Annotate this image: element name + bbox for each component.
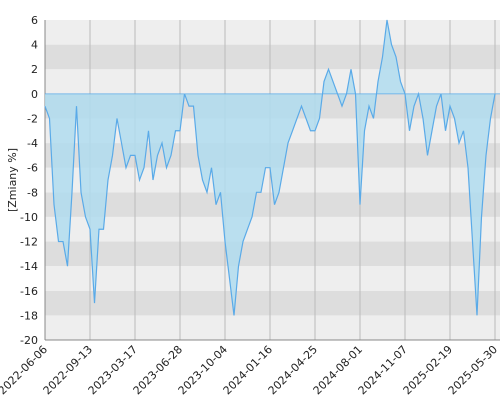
grid-band xyxy=(45,290,500,316)
line xyxy=(44,19,496,316)
grid-band xyxy=(45,44,500,70)
y-tick-label: 2 xyxy=(31,63,38,76)
grid-band xyxy=(45,241,500,267)
grid-band xyxy=(45,69,500,94)
grid-band xyxy=(45,192,500,217)
y-tick-label: -14 xyxy=(20,260,38,273)
grid-band xyxy=(45,315,500,340)
y-tick-label: -20 xyxy=(20,334,38,347)
y-tick-label: -18 xyxy=(20,309,38,322)
grid-band xyxy=(45,216,500,242)
grid-band xyxy=(45,20,500,45)
y-tick-label: -6 xyxy=(27,162,38,175)
y-tick-label: -4 xyxy=(27,137,38,150)
y-tick-label: -8 xyxy=(27,186,38,199)
grid-band xyxy=(45,266,500,291)
y-tick-label: -2 xyxy=(27,112,38,125)
y-tick-label: -10 xyxy=(20,211,38,224)
y-tick-label: -12 xyxy=(20,236,38,249)
y-tick-label: 4 xyxy=(31,39,38,52)
y-tick-label: 0 xyxy=(31,88,38,101)
y-tick-label: 6 xyxy=(31,14,38,27)
y-tick-label: -16 xyxy=(20,285,38,298)
y-axis-label: [Zmiany %] xyxy=(6,148,19,212)
